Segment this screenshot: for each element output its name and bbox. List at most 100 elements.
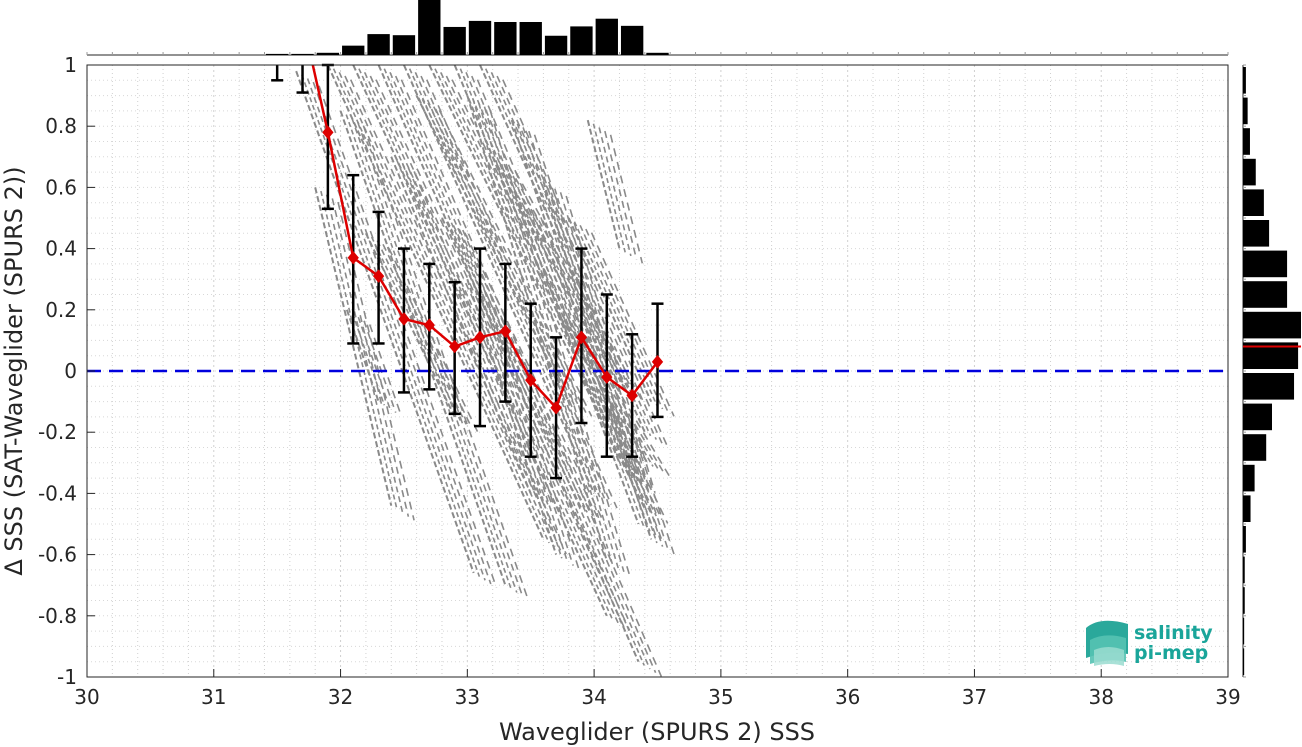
right-histogram-bar xyxy=(1243,220,1270,247)
scatter-streak xyxy=(592,123,626,253)
mean-marker xyxy=(449,339,461,354)
top-histogram-bar xyxy=(392,35,416,55)
top-histogram-bar xyxy=(367,34,390,55)
scatter-streak xyxy=(477,286,569,563)
scatter-streak xyxy=(295,70,475,574)
scatter-streak xyxy=(528,130,670,551)
x-tick-label: 30 xyxy=(74,685,99,709)
top-histogram-bar xyxy=(519,22,542,55)
scatter-streak xyxy=(351,117,518,593)
top-histogram-bar xyxy=(595,18,618,55)
x-tick-label: 37 xyxy=(962,685,987,709)
scatter-streak xyxy=(370,236,462,421)
mean-marker xyxy=(474,330,486,345)
scatter-streak xyxy=(585,228,670,413)
mean-marker xyxy=(347,250,359,265)
scatter-streak xyxy=(318,85,498,588)
scatter-streak xyxy=(509,167,638,398)
top-histogram-bar xyxy=(316,52,340,55)
top-histogram-bar xyxy=(544,35,568,55)
right-histogram-bar xyxy=(1243,97,1248,125)
scatter-streak xyxy=(483,106,625,572)
scatter-streak xyxy=(465,72,632,471)
scatter-streak xyxy=(363,72,619,624)
scatter-streak xyxy=(312,81,492,585)
right-histogram-bar xyxy=(1243,250,1288,278)
right-histogram xyxy=(1242,64,1301,678)
top-histogram-bar xyxy=(265,53,289,55)
scatter-streak xyxy=(413,171,555,509)
top-histogram-bar xyxy=(468,20,492,55)
y-tick-label: 1 xyxy=(64,53,77,77)
top-histogram-bar xyxy=(291,53,314,55)
right-histogram-bar xyxy=(1243,587,1245,614)
top-histogram-bar xyxy=(646,52,669,55)
scatter-streak xyxy=(390,156,532,494)
scatter-streak xyxy=(351,313,386,406)
scatter-streak xyxy=(598,127,632,257)
mean-marker xyxy=(525,373,537,387)
scatter-streak xyxy=(573,221,658,406)
scatter-streak xyxy=(357,316,391,410)
right-histogram-bar xyxy=(1243,189,1264,216)
x-tick-label: 33 xyxy=(455,685,480,709)
y-tick-label: -0.2 xyxy=(38,420,77,444)
right-histogram-bar xyxy=(1243,617,1245,645)
y-tick-label: -0.6 xyxy=(38,543,77,567)
scatter-streak xyxy=(349,79,567,555)
scatter-cloud xyxy=(295,64,675,677)
x-tick-label: 35 xyxy=(708,685,733,709)
scatter-streak xyxy=(345,309,380,402)
right-histogram-bar xyxy=(1243,556,1245,584)
right-histogram-bar xyxy=(1243,311,1301,339)
scatter-streak xyxy=(337,201,415,521)
scatter-streak xyxy=(306,78,486,581)
right-histogram-bar xyxy=(1243,403,1272,431)
scatter-streak xyxy=(363,320,397,413)
mean-marker xyxy=(575,330,588,345)
wave-logo-icon xyxy=(1086,620,1128,666)
main-axes: 30 31 32 33 34 35 36 37 38 39 1 0.8 0.6 0.4 0.2 0 -0.2 -… xyxy=(38,53,1241,709)
y-tick-label: 0.6 xyxy=(45,175,77,199)
mean-marker xyxy=(626,388,638,403)
mean-marker xyxy=(398,312,410,326)
x-axis-label: Waveglider (SPURS 2) SSS xyxy=(499,718,815,746)
scatter-streak xyxy=(446,221,588,513)
scatter-streak xyxy=(522,127,664,547)
scatter-streak xyxy=(331,198,410,517)
right-histogram-bar xyxy=(1243,158,1256,186)
scatter-streak xyxy=(559,192,651,490)
top-histogram-bar xyxy=(494,22,517,55)
scatter-streak xyxy=(358,68,614,620)
scatter-streak xyxy=(383,68,645,666)
right-histogram-bar xyxy=(1243,128,1250,155)
mean-marker xyxy=(372,269,385,283)
scatter-streak xyxy=(554,188,645,486)
scatter-streak xyxy=(428,64,646,510)
scatter-streak xyxy=(472,282,563,559)
scatter-streak xyxy=(433,106,587,413)
scatter-streak xyxy=(548,184,639,483)
scatter-streak xyxy=(533,134,675,555)
scatter-streak xyxy=(472,99,614,565)
scatter-streak xyxy=(516,123,658,544)
y-tick-label: -1 xyxy=(57,665,77,689)
y-tick-label: 0 xyxy=(64,359,77,383)
y-tick-label: 0.4 xyxy=(45,237,77,261)
mean-marker xyxy=(322,125,334,140)
scatter-streak xyxy=(301,74,481,577)
right-histogram-bar xyxy=(1243,526,1246,553)
scatter-streak xyxy=(376,240,467,425)
binned-mean-markers xyxy=(322,125,664,415)
scatter-streak xyxy=(396,160,538,498)
x-tick-label: 39 xyxy=(1215,685,1240,709)
top-histogram-bar xyxy=(570,26,593,55)
salinity-pi-mep-logo: salinity pi-mep xyxy=(1086,620,1213,666)
scatter-streak xyxy=(320,190,398,510)
right-histogram-bar xyxy=(1243,464,1255,492)
scatter-streak xyxy=(452,224,594,517)
scatter-streak xyxy=(502,79,669,448)
scatter-streak xyxy=(369,75,625,628)
scatter-streak xyxy=(523,206,645,528)
